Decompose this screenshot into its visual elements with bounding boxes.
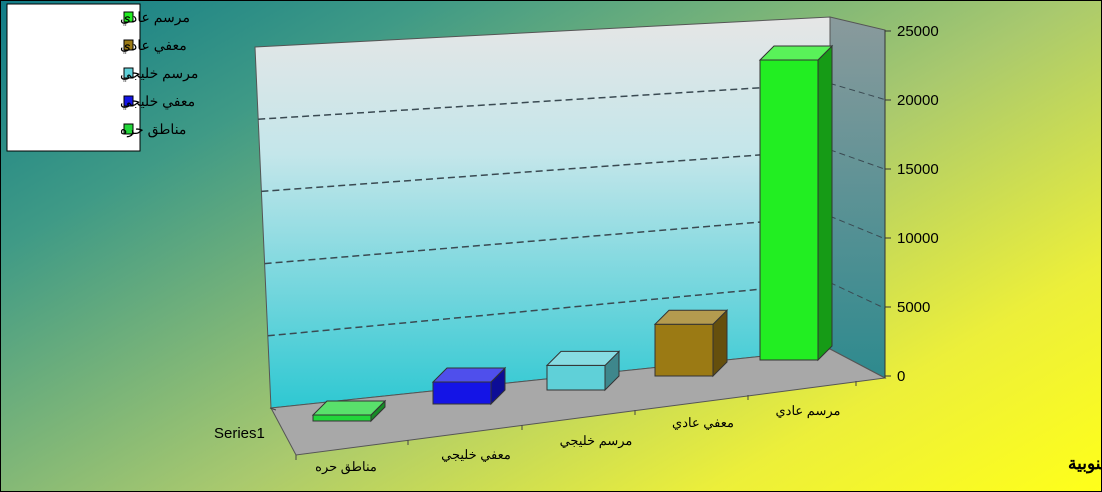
- legend-swatch: [123, 123, 134, 135]
- legend-box: [6, 3, 141, 152]
- legend-label: مرسم خليجي: [120, 65, 198, 82]
- side-wall: [829, 16, 886, 379]
- legend-swatch: [123, 39, 134, 51]
- bar-front: [546, 364, 606, 391]
- legend-label: معفي خليجي: [120, 93, 195, 109]
- bar-top: [653, 309, 729, 325]
- series-label: Series1: [214, 425, 265, 442]
- bar: [431, 366, 507, 406]
- bars: [311, 44, 834, 423]
- bar-front: [432, 381, 492, 405]
- x-tick-label: مناطق حره: [315, 459, 377, 475]
- legend-label: مناطق حره: [120, 121, 186, 138]
- x-tick-label: مرسم عادي: [776, 403, 841, 419]
- bar-side: [817, 44, 833, 362]
- bar-top: [311, 400, 387, 416]
- bar-top: [545, 350, 621, 366]
- x-axis-labels: مناطق حره معفي خليجي مرسم خليجي معفي عادي مر…: [269, 381, 857, 475]
- gridline: [258, 82, 831, 120]
- chart-title: الموانئ الجنوبية: [1068, 454, 1102, 474]
- legend: مرسم عادي معفي عادي مرسم خليجي معفي خليجي من…: [6, 3, 198, 152]
- legend-swatch: [123, 95, 134, 107]
- bar-top: [758, 45, 834, 61]
- gridline: [264, 215, 831, 265]
- y-tick-label: 10000: [897, 230, 939, 247]
- gridline: [267, 281, 831, 337]
- bar: [545, 350, 621, 392]
- legend-swatch: [123, 67, 134, 79]
- y-tick-label: 20000: [897, 92, 939, 109]
- bar-front: [312, 414, 372, 422]
- back-wall: [254, 16, 831, 409]
- y-tick-label: 25000: [897, 23, 939, 40]
- legend-label: مرسم عادي: [120, 9, 190, 26]
- bar: [311, 399, 387, 423]
- x-tick-label: معفي عادي: [672, 415, 734, 430]
- gridline: [261, 149, 831, 193]
- gridlines: [258, 82, 886, 337]
- bar: [758, 44, 834, 362]
- bar-front: [654, 323, 714, 377]
- y-tick-label: 15000: [897, 161, 939, 178]
- bar-top: [431, 367, 507, 383]
- legend-swatch: [123, 11, 134, 23]
- x-tick-label: معفي خليجي: [441, 447, 511, 462]
- series-tick: [269, 407, 277, 411]
- y-tick-label: 5000: [897, 299, 930, 316]
- gridline-side: [829, 282, 886, 309]
- bar: [653, 309, 729, 378]
- y-tick-label: 0: [897, 368, 905, 385]
- bar-front: [759, 59, 819, 361]
- y-axis: 0 5000 10000 15000 20000 25000: [884, 23, 939, 385]
- legend-label: معفي عادي: [120, 37, 187, 53]
- x-tick-label: مرسم خليجي: [560, 433, 633, 449]
